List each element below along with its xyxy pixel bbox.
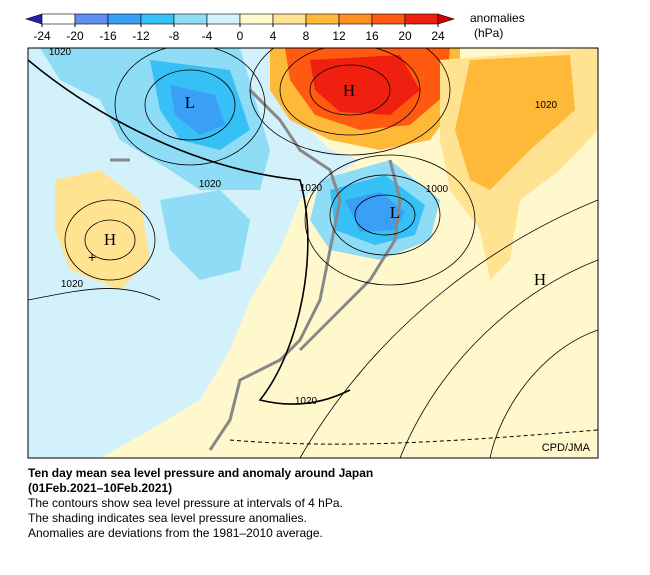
caption-title: Ten day mean sea level pressure and anom… bbox=[28, 466, 373, 480]
colorbar-tick-label: 16 bbox=[365, 29, 379, 43]
colorbar-tick-label: 12 bbox=[332, 29, 346, 43]
contours bbox=[28, 48, 598, 458]
colorbar-end bbox=[437, 13, 456, 25]
anomaly-area bbox=[455, 55, 575, 190]
colorbar-tick-label: 24 bbox=[431, 29, 445, 43]
marker: + bbox=[88, 249, 96, 265]
colorbar-segment bbox=[338, 13, 373, 25]
colorbar-segment bbox=[140, 13, 175, 25]
anomaly-area bbox=[345, 192, 405, 232]
high-label: H bbox=[104, 230, 116, 249]
colorbar-segment bbox=[239, 13, 274, 25]
colorbar-tick-label: -12 bbox=[132, 29, 150, 43]
anomaly-area bbox=[170, 85, 225, 135]
high-label: H bbox=[343, 81, 355, 100]
contour-label: 1020 bbox=[535, 100, 558, 111]
contour-label: 1020 bbox=[199, 179, 222, 190]
colorbar-segment bbox=[206, 13, 241, 25]
map-frame bbox=[27, 47, 599, 459]
colorbar-tick-label: -8 bbox=[169, 29, 180, 43]
colorbar-tick-label: 8 bbox=[303, 29, 310, 43]
colorbar-end bbox=[24, 13, 43, 25]
colorbar: -24 -20 -16 -12 -8 -4 0 4 8 12 16 20 24 bbox=[24, 13, 456, 43]
low-label: L bbox=[185, 93, 195, 112]
colorbar-unit: (hPa) bbox=[474, 26, 503, 40]
contour-label: 1000 bbox=[426, 184, 449, 195]
colorbar-tick-label: 4 bbox=[270, 29, 277, 43]
credit: CPD/JMA bbox=[542, 442, 591, 454]
contour-label: 1020 bbox=[295, 396, 318, 407]
colorbar-segment bbox=[74, 13, 109, 25]
colorbar-tick-label: 20 bbox=[398, 29, 412, 43]
colorbar-segment bbox=[272, 13, 307, 25]
colorbar-tick-label: 0 bbox=[237, 29, 244, 43]
colorbar-segment bbox=[305, 13, 340, 25]
colorbar-segment bbox=[173, 13, 208, 25]
colorbar-tick-label: -4 bbox=[202, 29, 213, 43]
contour-label: 1020 bbox=[49, 47, 72, 58]
colorbar-segment bbox=[41, 13, 76, 25]
map: + 1020 L H 1020 1020 1020 1000 L H 1020 … bbox=[28, 47, 598, 458]
colorbar-tick-label: -24 bbox=[33, 29, 51, 43]
caption-period: (01Feb.2021–10Feb.2021) bbox=[28, 481, 172, 495]
caption-line: The contours show sea level pressure at … bbox=[28, 496, 343, 510]
colorbar-segment bbox=[371, 13, 406, 25]
anomaly-area bbox=[55, 170, 150, 290]
anomaly-area bbox=[310, 55, 420, 115]
anomaly-area bbox=[160, 190, 250, 280]
colorbar-segment bbox=[107, 13, 142, 25]
caption-line: The shading indicates sea level pressure… bbox=[28, 511, 307, 525]
caption-line: Anomalies are deviations from the 1981–2… bbox=[28, 526, 323, 540]
low-label: L bbox=[390, 203, 400, 222]
colorbar-segment bbox=[404, 13, 439, 25]
high-label: H bbox=[534, 270, 546, 289]
contour-label: 1020 bbox=[300, 183, 323, 194]
colorbar-label: anomalies bbox=[470, 11, 525, 25]
zero-line bbox=[229, 429, 598, 445]
colorbar-tick-label: -20 bbox=[66, 29, 84, 43]
contour-label: 1020 bbox=[61, 279, 84, 290]
colorbar-tick-label: -16 bbox=[99, 29, 117, 43]
